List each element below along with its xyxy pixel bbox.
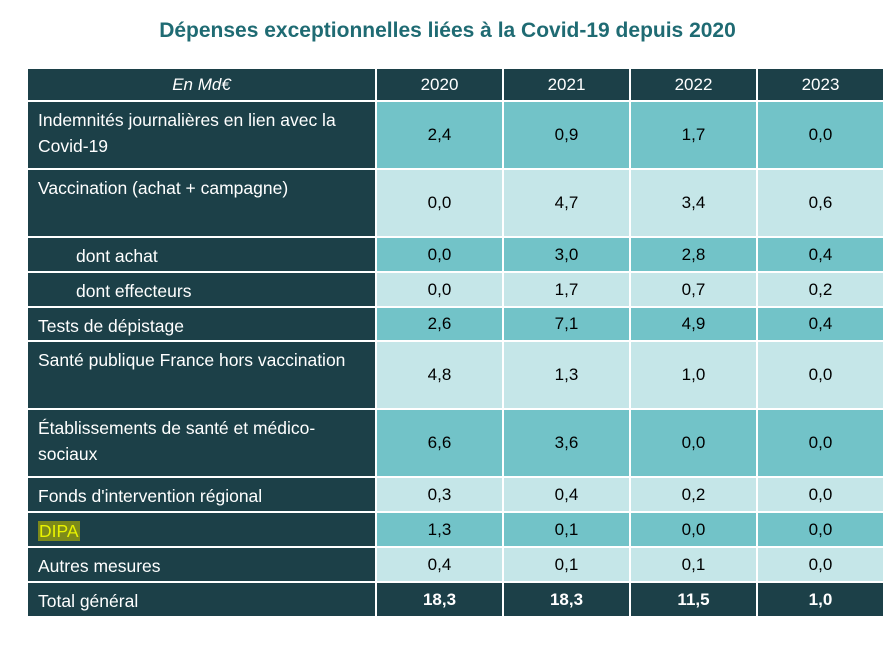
page-title: Dépenses exceptionnelles liées à la Covi… bbox=[159, 19, 736, 42]
table-cell: 3,6 bbox=[502, 408, 631, 478]
table-row: Autres mesures 0,4 0,1 0,1 0,0 bbox=[26, 546, 885, 583]
table-cell: 0,1 bbox=[502, 546, 631, 583]
table-cell: 4,9 bbox=[629, 306, 758, 342]
table-cell: 0,4 bbox=[756, 306, 885, 342]
table-row: Tests de dépistage 2,6 7,1 4,9 0,4 bbox=[26, 306, 885, 342]
table-cell: 0,9 bbox=[502, 100, 631, 170]
row-label: DIPA bbox=[26, 511, 377, 548]
header-year: 2023 bbox=[756, 67, 885, 102]
table-row: Établissements de santé et médico-sociau… bbox=[26, 408, 885, 478]
row-label: Total général bbox=[26, 581, 377, 618]
table-cell: 0,0 bbox=[756, 476, 885, 513]
table-cell: 7,1 bbox=[502, 306, 631, 342]
table-cell: 4,7 bbox=[502, 168, 631, 238]
table-cell: 0,0 bbox=[756, 100, 885, 170]
table-cell: 0,4 bbox=[375, 546, 504, 583]
table-cell: 2,4 bbox=[375, 100, 504, 170]
table-cell: 0,0 bbox=[629, 408, 758, 478]
table-cell: 0,3 bbox=[375, 476, 504, 513]
table-cell: 3,0 bbox=[502, 236, 631, 273]
table-cell: 0,0 bbox=[375, 236, 504, 273]
table-cell: 0,0 bbox=[375, 271, 504, 308]
table-cell: 0,0 bbox=[629, 511, 758, 548]
row-label: Santé publique France hors vaccination bbox=[26, 340, 377, 410]
expenses-table: En Md€ 2020 2021 2022 2023 Indemnités jo… bbox=[26, 67, 885, 618]
table-row: Vaccination (achat + campagne) 0,0 4,7 3… bbox=[26, 168, 885, 238]
row-label: Tests de dépistage bbox=[26, 306, 377, 342]
row-label: Établissements de santé et médico-sociau… bbox=[26, 408, 377, 478]
table-cell: 0,1 bbox=[629, 546, 758, 583]
table-cell: 0,0 bbox=[756, 546, 885, 583]
table-cell: 0,0 bbox=[375, 168, 504, 238]
table-cell: 0,0 bbox=[756, 408, 885, 478]
table-cell: 0,4 bbox=[502, 476, 631, 513]
table-cell: 0,1 bbox=[502, 511, 631, 548]
table-cell: 0,2 bbox=[629, 476, 758, 513]
row-label: Autres mesures bbox=[26, 546, 377, 583]
table-header-row: En Md€ 2020 2021 2022 2023 bbox=[26, 67, 885, 102]
row-label: Fonds d'intervention régional bbox=[26, 476, 377, 513]
table-row: dont achat 0,0 3,0 2,8 0,4 bbox=[26, 236, 885, 273]
header-unit-label: En Md€ bbox=[26, 67, 377, 102]
table-cell: 11,5 bbox=[629, 581, 758, 618]
row-label: dont effecteurs bbox=[26, 271, 377, 308]
table-cell: 2,6 bbox=[375, 306, 504, 342]
table-row: DIPA 1,3 0,1 0,0 0,0 bbox=[26, 511, 885, 548]
header-year: 2022 bbox=[629, 67, 758, 102]
table-cell: 1,0 bbox=[756, 581, 885, 618]
table-row: Fonds d'intervention régional 0,3 0,4 0,… bbox=[26, 476, 885, 513]
table-cell: 2,8 bbox=[629, 236, 758, 273]
table-cell: 0,0 bbox=[756, 511, 885, 548]
row-label: dont achat bbox=[26, 236, 377, 273]
table-cell: 1,3 bbox=[502, 340, 631, 410]
table-cell: 0,0 bbox=[756, 340, 885, 410]
highlighted-label: DIPA bbox=[38, 521, 80, 541]
table-cell: 1,7 bbox=[502, 271, 631, 308]
table-cell: 0,7 bbox=[629, 271, 758, 308]
table-cell: 1,7 bbox=[629, 100, 758, 170]
table-cell: 1,0 bbox=[629, 340, 758, 410]
table-total-row: Total général 18,3 18,3 11,5 1,0 bbox=[26, 581, 885, 618]
row-label: Indemnités journalières en lien avec la … bbox=[26, 100, 377, 170]
header-year: 2020 bbox=[375, 67, 504, 102]
table-row: dont effecteurs 0,0 1,7 0,7 0,2 bbox=[26, 271, 885, 308]
table-cell: 18,3 bbox=[375, 581, 504, 618]
table-cell: 6,6 bbox=[375, 408, 504, 478]
table-cell: 3,4 bbox=[629, 168, 758, 238]
table-cell: 18,3 bbox=[502, 581, 631, 618]
table-row: Indemnités journalières en lien avec la … bbox=[26, 100, 885, 170]
table-cell: 4,8 bbox=[375, 340, 504, 410]
table-cell: 0,2 bbox=[756, 271, 885, 308]
table-cell: 0,6 bbox=[756, 168, 885, 238]
table-cell: 0,4 bbox=[756, 236, 885, 273]
header-year: 2021 bbox=[502, 67, 631, 102]
table-row: Santé publique France hors vaccination 4… bbox=[26, 340, 885, 410]
table-cell: 1,3 bbox=[375, 511, 504, 548]
row-label: Vaccination (achat + campagne) bbox=[26, 168, 377, 238]
